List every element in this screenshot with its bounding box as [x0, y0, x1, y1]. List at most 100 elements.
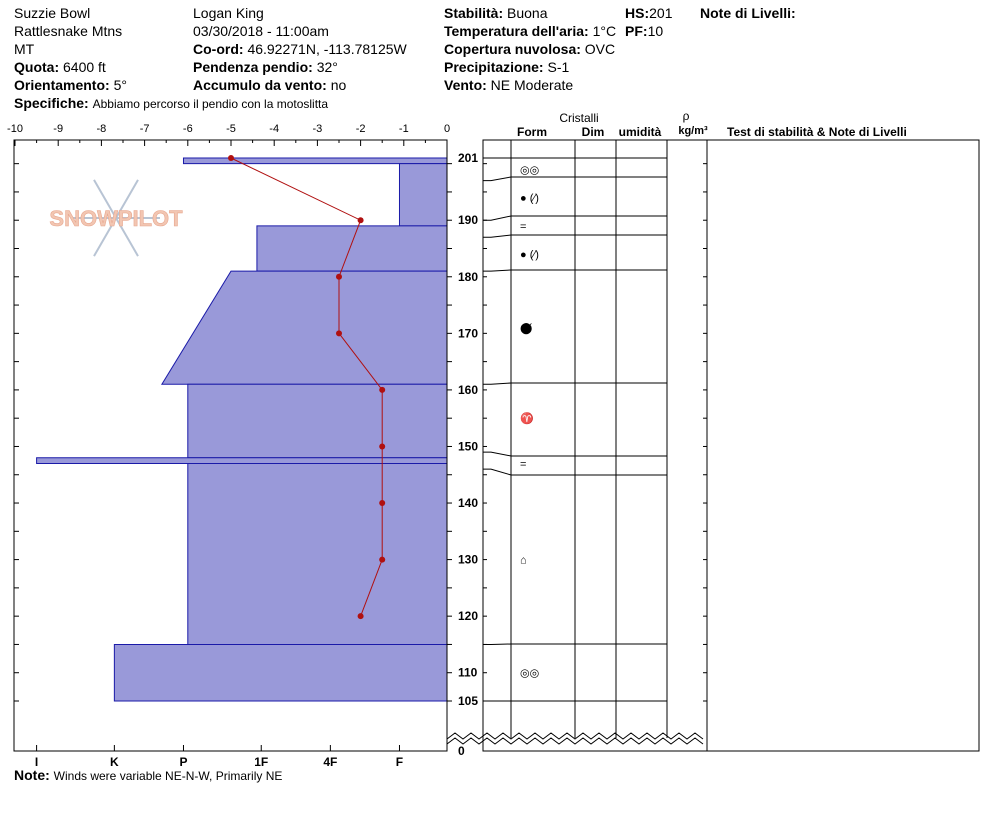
- pf: PF:10: [625, 22, 663, 40]
- wind-value: NE Moderate: [490, 77, 574, 93]
- wind-loading-value: no: [330, 77, 347, 93]
- aspect-value: 5°: [113, 77, 127, 93]
- hardness-tick-label: P: [179, 755, 187, 769]
- aspect: Orientamento: 5°: [14, 76, 127, 94]
- precip-label: Precipitazione:: [444, 59, 544, 75]
- height-tick-label: 150: [458, 439, 478, 453]
- elevation-label: Quota:: [14, 59, 60, 75]
- temp-tick-label: 0: [444, 123, 450, 135]
- snowpilot-watermark: SNOWPILOT: [49, 179, 183, 257]
- temperature-profile: [228, 155, 386, 620]
- layer-connector: [483, 468, 512, 476]
- coord: Co-ord: 46.92271N, -113.78125W: [193, 40, 407, 58]
- temp-tick-label: -3: [313, 123, 323, 135]
- temp-tick-label: -7: [140, 123, 150, 135]
- crystal-form-symbol: =: [520, 458, 526, 470]
- snowflake-arm: [93, 217, 117, 257]
- specifics: Specifiche: Abbiamo percorso il pendio c…: [14, 94, 328, 113]
- hs-label: HS:: [625, 5, 650, 21]
- height-tick-label: 140: [458, 496, 478, 510]
- wind-loading-label: Accumulo da vento:: [193, 77, 327, 93]
- slope-value: 32°: [316, 59, 338, 75]
- hardness-layer: [256, 225, 448, 272]
- elevation-value: 6400 ft: [63, 59, 106, 75]
- hardness-layer: [160, 270, 448, 385]
- hardness-layer: [187, 383, 448, 459]
- range: Rattlesnake Mtns: [14, 23, 123, 39]
- height-tick-label: 110: [458, 666, 478, 680]
- temp-tick-label: -10: [7, 123, 23, 135]
- temperature-point: [336, 330, 342, 337]
- header-moisture: umidità: [619, 125, 662, 139]
- hardness-layer: [398, 163, 448, 227]
- snowflake-arm: [115, 179, 139, 219]
- sky: Copertura nuvolosa: OVC: [444, 40, 615, 58]
- height-tick-label: 120: [458, 609, 478, 623]
- hardness-tick-label: 4F: [323, 755, 337, 769]
- precip: Precipitazione: S-1: [444, 58, 569, 76]
- layer-connector: [483, 215, 512, 221]
- height-tick-label: 0: [458, 744, 465, 758]
- height-tick-label: 105: [458, 694, 478, 708]
- stability: Stabilità: Buona: [444, 4, 548, 22]
- crystal-form-symbol: ♈: [520, 412, 534, 425]
- hs-value: 201: [649, 5, 673, 21]
- watermark-text: SNOWPILOT: [49, 206, 183, 231]
- observer: Logan King: [193, 5, 264, 21]
- sky-value: OVC: [584, 41, 616, 57]
- temp-tick-label: -8: [97, 123, 107, 135]
- elevation: Quota: 6400 ft: [14, 58, 106, 76]
- hs: HS:201: [625, 4, 672, 22]
- precip-value: S-1: [547, 59, 570, 75]
- wind-label: Vento:: [444, 77, 487, 93]
- header-density-unit: kg/m³: [678, 125, 708, 137]
- wind: Vento: NE Moderate: [444, 76, 573, 94]
- layer-connector: [483, 451, 512, 457]
- chart-labels: -10 -9 -8 -7 -6 -5 -4 -3 -2 -1 0I K P 1F 4F F2011901801…: [7, 109, 907, 769]
- height-tick-label: 170: [458, 326, 478, 340]
- layer-connector: [483, 234, 512, 238]
- hardness-layer: [182, 157, 448, 165]
- snowflake-arm: [93, 179, 117, 219]
- height-tick-label: 190: [458, 213, 478, 227]
- temp-tick-label: -5: [226, 123, 236, 135]
- slope: Pendenza pendio: 32°: [193, 58, 338, 76]
- note-label: Note:: [14, 767, 50, 783]
- temperature-point: [357, 613, 364, 620]
- crystal-table-frame: [482, 139, 980, 752]
- crystal-form-symbol: ◎◎: [520, 164, 539, 176]
- wind-loading: Accumulo da vento: no: [193, 76, 346, 94]
- coord-label: Co-ord:: [193, 41, 244, 57]
- height-tick-label: 201: [458, 151, 478, 165]
- sky-label: Copertura nuvolosa:: [444, 41, 581, 57]
- location: Suzzie Bowl: [14, 5, 91, 21]
- stability-label: Stabilità:: [444, 5, 504, 21]
- axis-break-zigzag: [446, 737, 704, 745]
- temperature-point: [379, 500, 386, 507]
- crystal-form-symbol: ● (⁄): [520, 193, 539, 205]
- temp-tick-label: -1: [399, 123, 409, 135]
- layer-connector: [483, 269, 512, 272]
- header-tests: Test di stabilità & Note di Livelli: [727, 125, 907, 139]
- header-crystals: Cristalli: [559, 111, 598, 125]
- header-rho: ρ: [683, 109, 690, 123]
- temperature-point: [379, 443, 386, 450]
- temperature-point: [228, 155, 234, 161]
- chart-frames: [13, 139, 980, 752]
- hardness-tick-label: K: [110, 755, 119, 769]
- specifics-label: Specifiche:: [14, 95, 89, 111]
- temp-tick-label: -6: [183, 123, 193, 135]
- state: MT: [14, 41, 35, 57]
- crystal-form-symbol: ● (⁄): [520, 249, 539, 261]
- header-form: Form: [517, 125, 547, 139]
- hardness-layer: [113, 643, 448, 702]
- temperature-point: [357, 217, 364, 224]
- snowflake-arm: [115, 217, 139, 257]
- hardness-layer: [187, 462, 448, 645]
- header-size: Dim: [582, 125, 605, 139]
- air-temp-value: 1°C: [592, 23, 617, 39]
- temperature-point: [379, 386, 386, 393]
- temp-tick-label: -2: [356, 123, 366, 135]
- pf-value: 10: [647, 23, 664, 39]
